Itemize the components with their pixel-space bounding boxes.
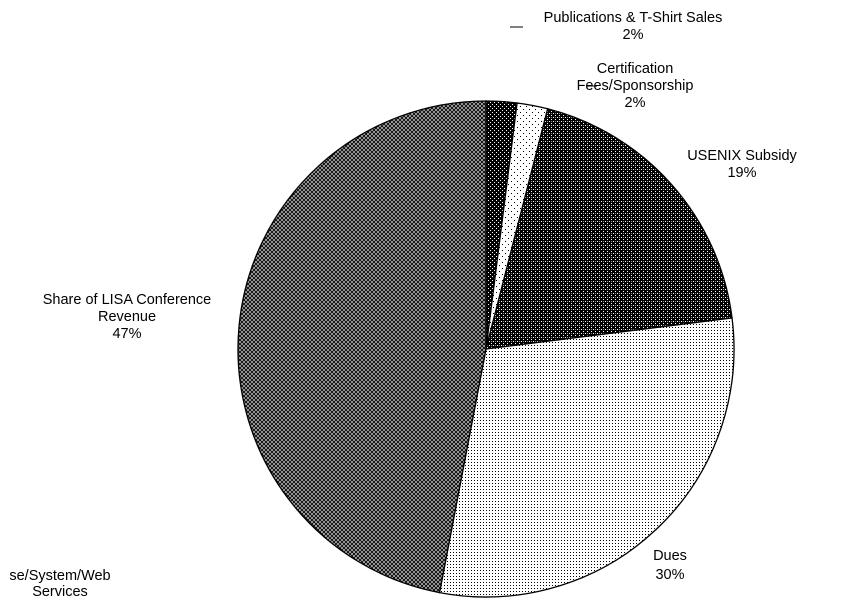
slice-label-3: Dues 30% — [653, 548, 687, 583]
pie-slice-3 — [438, 317, 735, 598]
slice-label-0: Publications & T-Shirt Sales 2% — [544, 10, 723, 43]
pie-slices — [237, 100, 735, 598]
slice-label-1: Certification Fees/Sponsorship 2% — [577, 61, 694, 111]
leader-lines — [510, 26, 597, 87]
slice-labels: Publications & T-Shirt Sales 2% Certificat… — [9, 10, 797, 600]
slice-label-5: Share of LISA Conference Revenue 47% — [43, 292, 211, 342]
pie-slice-2 — [485, 107, 733, 350]
slice-label-4: se/System/Web Services — [9, 568, 110, 600]
slice-label-2: USENIX Subsidy 19% — [687, 148, 797, 181]
pie-slice-5 — [237, 100, 487, 594]
